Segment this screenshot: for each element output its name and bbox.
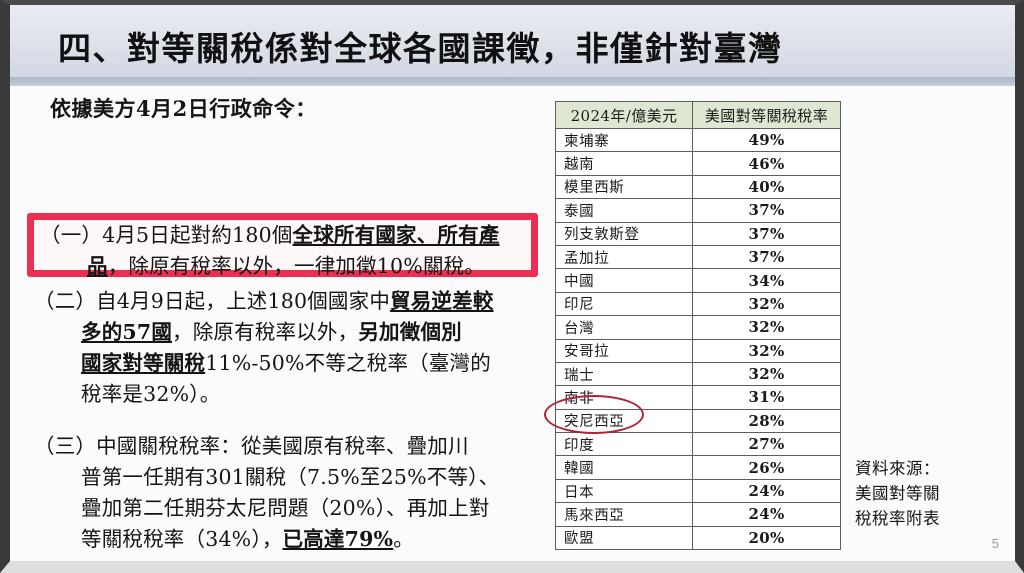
slide-title: 四、對等關稅係對全球各國課徵，非僅針對臺灣 — [58, 29, 783, 68]
table-row: 突尼西亞 28% — [555, 408, 841, 434]
para3-line4-emphasis: 已高達79% — [282, 527, 394, 551]
table-row: 泰國 37% — [555, 198, 841, 223]
cell-country: 瑞士 — [555, 361, 693, 387]
cell-rate: 26% — [692, 455, 841, 480]
source-note: 資料來源： 美國對等關 稅稅率附表 — [855, 456, 995, 531]
column-header-rate: 美國對等關稅稅率 — [692, 101, 841, 129]
cell-country: 越南 — [555, 151, 693, 176]
table-row: 南非 31% — [555, 385, 841, 410]
table-row: 印尼 32% — [555, 291, 841, 317]
column-header-country: 2024年/億美元 — [555, 101, 693, 129]
cell-country: 模里西斯 — [555, 174, 693, 200]
table-row: 印度 27% — [555, 432, 841, 457]
source-line-2: 美國對等關 — [855, 484, 940, 503]
para2-line3-emphasis: 國家對等關稅 — [81, 351, 206, 375]
lead-statement: 依據美方4月2日行政命令： — [50, 96, 317, 121]
table-row: 台灣 32% — [555, 315, 841, 340]
cell-rate: 32% — [692, 361, 841, 387]
para3-line3: 疊加第二任期芬太尼問題（20%）、再加上對 — [81, 496, 490, 520]
para2-line2-emphasis: 多的57國 — [81, 320, 173, 344]
table-row: 安哥拉 32% — [555, 338, 841, 363]
red-highlight-box — [27, 213, 538, 277]
para3-line4-prefix: 等關稅稅率（34%）， — [81, 527, 283, 551]
tariff-rate-table: 2024年/億美元 美國對等關稅稅率 柬埔寨 49% 越南 46% 模里西斯 40% 泰國 3… — [555, 101, 841, 551]
para3-line4-suffix: 。 — [393, 527, 414, 551]
table-body: 柬埔寨 49% 越南 46% 模里西斯 40% 泰國 37% 列支敦斯登 37% 孟加拉 37% 中國 3… — [555, 127, 841, 551]
cell-country: 泰國 — [555, 198, 693, 223]
cell-rate: 32% — [692, 315, 841, 340]
para1-line1-emphasis: 全球所有國家、所有產 — [292, 223, 500, 247]
cell-country: 安哥拉 — [555, 338, 693, 363]
table-row: 歐盟 20% — [555, 525, 841, 551]
table-row: 孟加拉 37% — [555, 244, 841, 270]
para1-line2-emphasis: 品 — [87, 254, 108, 278]
cell-rate: 28% — [692, 408, 841, 434]
para2-line2-emphasis-2: 另加徵個別 — [358, 320, 462, 344]
paragraph-one: （一）4月5日起對約180個全球所有國家、所有產 品，除原有稅率以外，一律加徵1… — [38, 220, 536, 282]
cell-country: 印度 — [555, 432, 693, 457]
cell-country: 馬來西亞 — [555, 502, 693, 527]
table-row: 韓國 26% — [555, 455, 841, 480]
paragraph-three: （三）中國關稅稅率：從美國原有稅率、疊加川 普第一任期有301關稅（7.5%至2… — [32, 431, 540, 555]
table-row: 模里西斯 40% — [555, 174, 841, 200]
cell-rate: 37% — [692, 221, 841, 246]
cell-country: 台灣 — [555, 315, 693, 340]
para2-line4: 稅率是32%）。 — [81, 382, 221, 406]
cell-rate: 46% — [692, 151, 841, 176]
table-row: 中國 34% — [555, 268, 841, 293]
cell-country: 中國 — [555, 268, 693, 293]
table-row: 日本 24% — [555, 478, 841, 504]
para1-line1-prefix: （一）4月5日起對約180個 — [40, 223, 293, 247]
cell-rate: 20% — [692, 525, 841, 551]
cell-country: 印尼 — [555, 291, 693, 317]
cell-rate: 37% — [692, 244, 841, 270]
table-row: 瑞士 32% — [555, 361, 841, 387]
para1-line2-rest: ，除原有稅率以外，一律加徵10%關稅。 — [107, 254, 486, 278]
slide-canvas: 四、對等關稅係對全球各國課徵，非僅針對臺灣 依據美方4月2日行政命令： （一）4… — [10, 5, 1015, 561]
para3-line2: 普第一任期有301關稅（7.5%至25%不等）、 — [81, 465, 500, 489]
para2-line3-rest: 11%-50%不等之稅率（臺灣的 — [205, 351, 491, 375]
cell-country: 柬埔寨 — [555, 127, 693, 153]
cell-country: 歐盟 — [555, 525, 693, 551]
table-row: 越南 46% — [555, 151, 841, 176]
para3-line1: （三）中國關稅稅率：從美國原有稅率、疊加川 — [34, 434, 469, 458]
cell-rate: 49% — [692, 127, 841, 153]
cell-rate: 40% — [692, 174, 841, 200]
table-row: 列支敦斯登 37% — [555, 221, 841, 246]
cell-rate: 34% — [692, 268, 841, 293]
paragraph-two: （二）自4月9日起，上述180個國家中貿易逆差較 多的57國，除原有稅率以外，另… — [32, 286, 540, 410]
source-line-1: 資料來源： — [855, 459, 940, 478]
source-line-3: 稅稅率附表 — [855, 509, 940, 528]
slide-title-band: 四、對等關稅係對全球各國課徵，非僅針對臺灣 — [10, 5, 1015, 77]
cell-country: 列支敦斯登 — [555, 221, 693, 246]
para2-line1-emphasis: 貿易逆差較 — [390, 289, 494, 313]
table-row: 馬來西亞 24% — [555, 502, 841, 527]
bullet-text-column: 依據美方4月2日行政命令： — [28, 94, 544, 124]
cell-country: 孟加拉 — [555, 244, 693, 270]
para2-line1-prefix: （二）自4月9日起，上述180個國家中 — [34, 289, 391, 313]
cell-country: 日本 — [555, 478, 693, 504]
cell-rate: 37% — [692, 198, 841, 223]
cell-rate: 24% — [692, 502, 841, 527]
title-accent-strip — [10, 77, 1015, 86]
cell-rate: 32% — [692, 338, 841, 363]
cell-rate: 27% — [692, 432, 841, 457]
cell-rate: 31% — [692, 385, 841, 410]
cell-rate: 32% — [692, 291, 841, 317]
page-number: 5 — [991, 536, 999, 551]
cell-rate: 24% — [692, 478, 841, 504]
table-row: 柬埔寨 49% — [555, 127, 841, 153]
cell-country: 突尼西亞 — [555, 408, 693, 434]
cell-country: 韓國 — [555, 455, 693, 480]
table-header-row: 2024年/億美元 美國對等關稅稅率 — [555, 101, 841, 129]
para2-line2-middle: ，除原有稅率以外， — [172, 320, 359, 344]
cell-country: 南非 — [555, 385, 693, 410]
slide-body: 依據美方4月2日行政命令： （一）4月5日起對約180個全球所有國家、所有產 品… — [10, 86, 1015, 561]
